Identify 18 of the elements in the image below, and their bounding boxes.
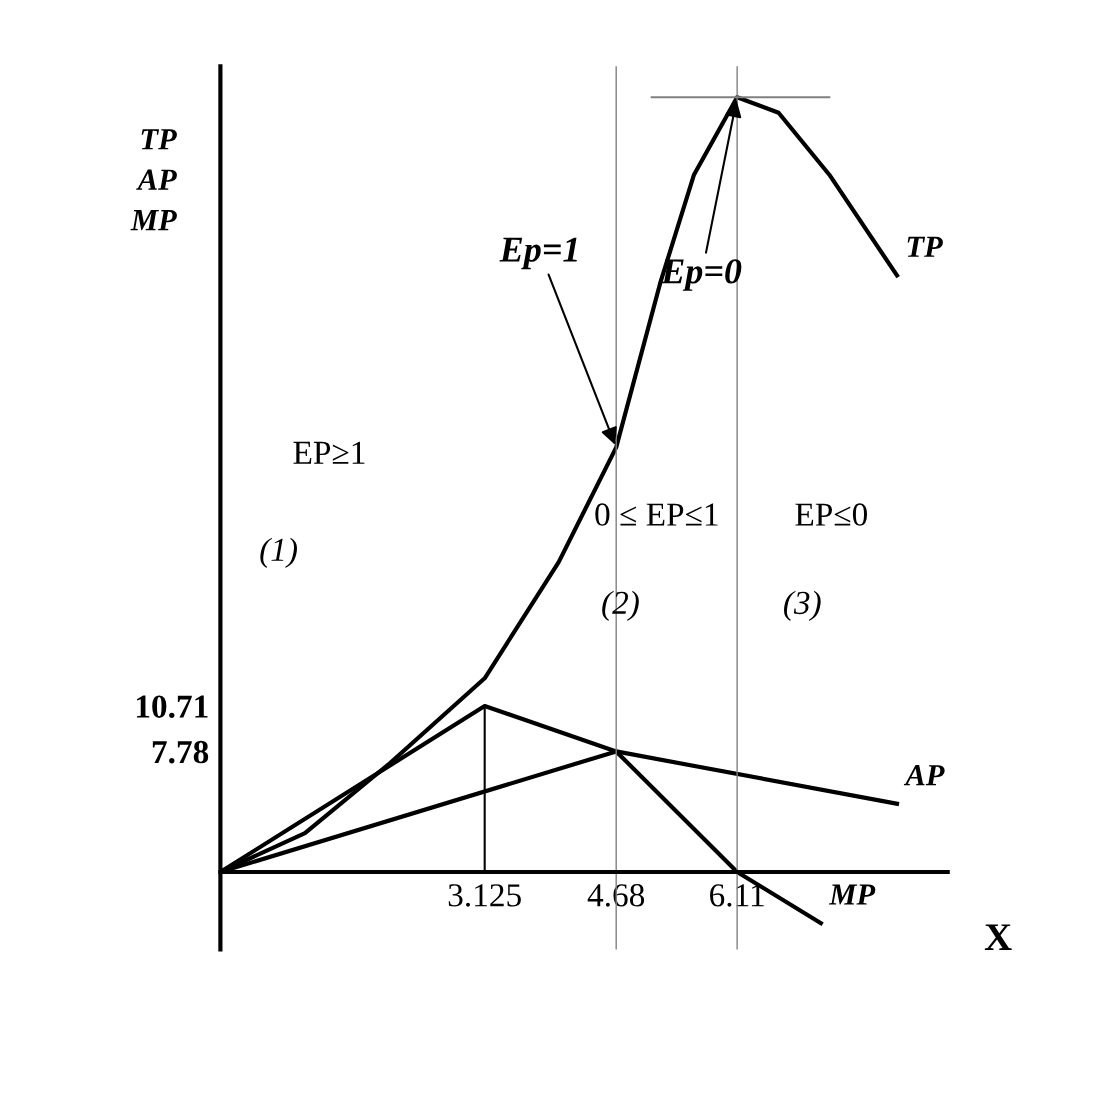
annotation: EP≤0 [795,503,868,526]
annotation: (3) [784,590,821,621]
annotation: (2) [602,590,639,621]
series-label: AP [903,765,945,786]
annotation: EP≥1 [293,441,365,464]
annotation: 0 ≤ EP≤1 [595,503,718,526]
y-tick-label: 10.71 [136,695,208,719]
annotation: Ep=0 [660,259,742,291]
x-axis-title: X [984,924,1012,950]
x-tick-label: 6.11 [710,884,764,907]
x-tick-label: 4.68 [587,884,645,907]
annotation: (1) [260,537,297,568]
annotation: Ep=1 [499,237,577,270]
y-tick-label: 7.78 [152,740,209,764]
series-label: MP [828,884,876,905]
x-tick-label: 3.125 [448,884,521,907]
series-label: TP [907,236,943,257]
y-axis-title: TP AP MP [130,129,177,231]
